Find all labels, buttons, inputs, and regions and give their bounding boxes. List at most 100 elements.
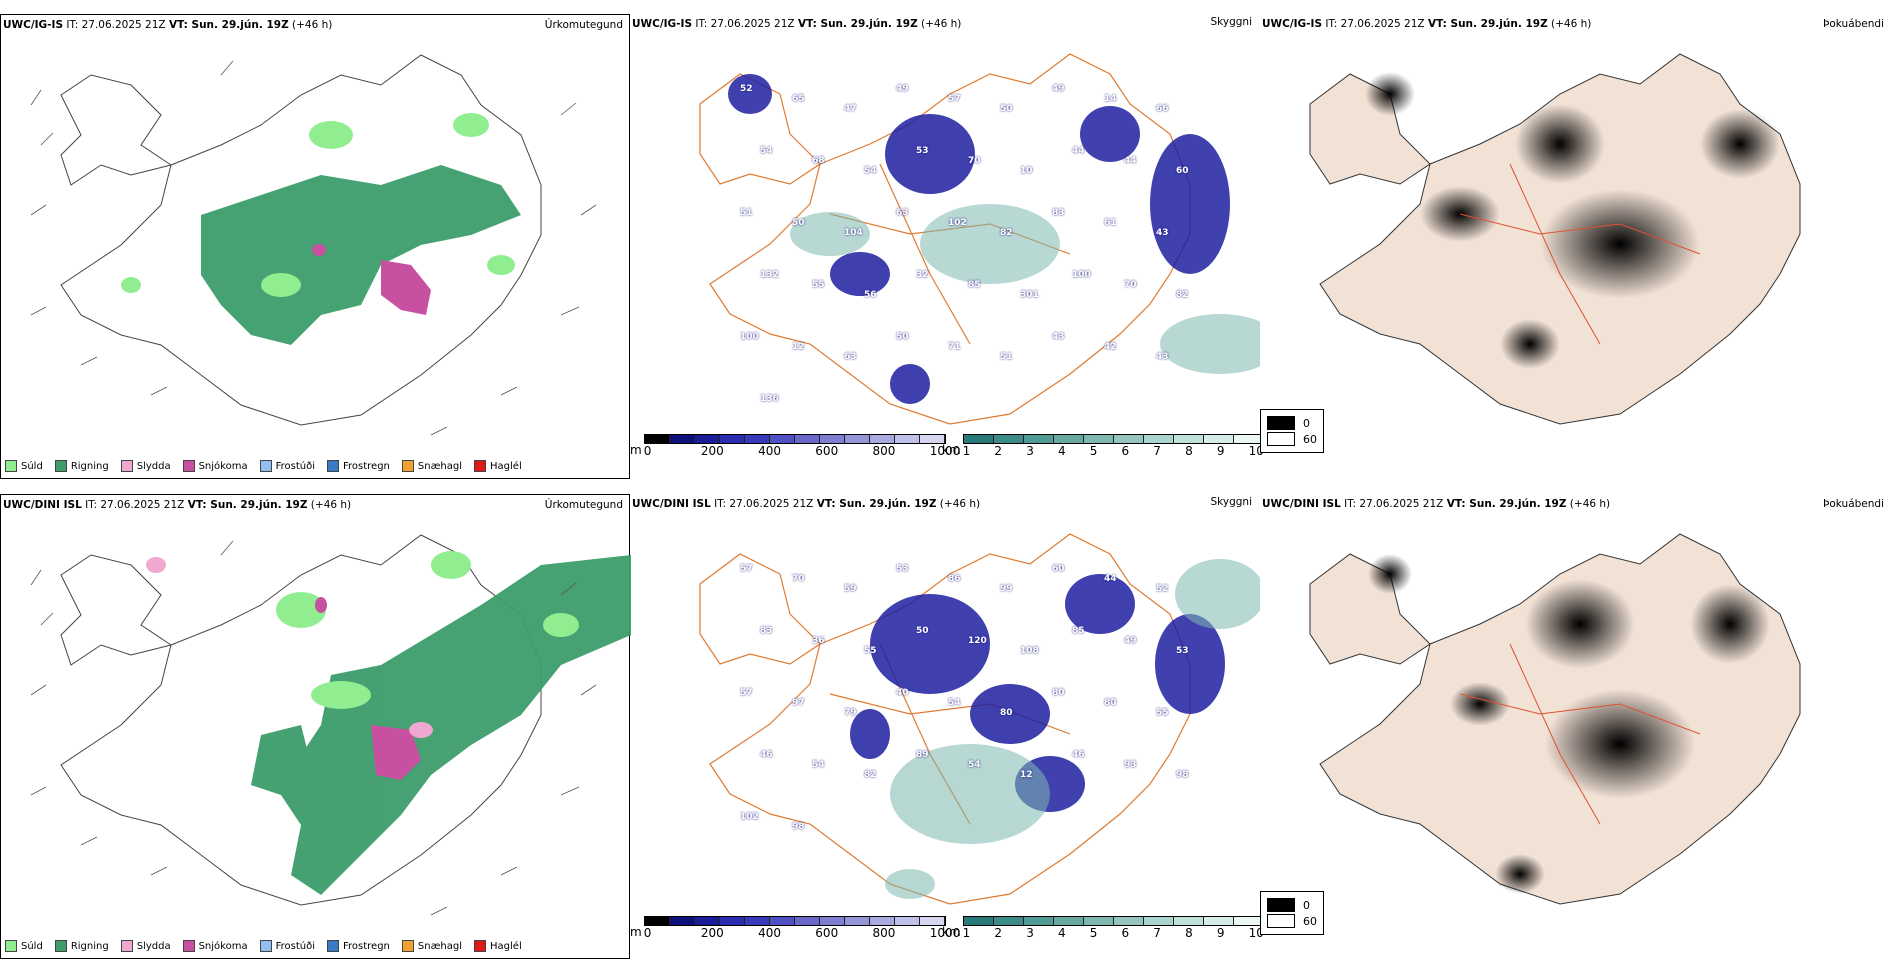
- visibility-value-label: 100: [1072, 270, 1091, 280]
- visibility-title: Skyggni: [1210, 16, 1253, 28]
- colorbar-tick: 5: [1089, 926, 1098, 940]
- colorbar-cell: [919, 435, 945, 443]
- colorbar-tick: 6: [1121, 444, 1130, 458]
- legend-swatch: [5, 460, 17, 472]
- panel-title: UWC/IG-IS IT: 27.06.2025 21Z VT: Sun. 29…: [1262, 18, 1592, 30]
- visibility-value-label: 44: [1104, 574, 1117, 584]
- visibility-value-label: 46: [760, 750, 773, 760]
- colorbar-body: 1 2 3 4 5 6 7 8 9 10: [962, 916, 1265, 940]
- colorbar-cell: [644, 917, 670, 925]
- visibility-panel-igis: UWC/IG-IS IT: 27.06.2025 21Z VT: Sun. 29…: [630, 14, 1265, 479]
- colorbar-cell: [1173, 917, 1204, 925]
- fog-legend-swatch: [1267, 914, 1295, 928]
- colorbar-tick: 3: [1026, 444, 1034, 458]
- legend-swatch: [327, 460, 339, 472]
- colorbar-tick: 0: [643, 926, 652, 940]
- visibility-value-label: 93: [1124, 760, 1137, 770]
- fog-legend: 0 60: [1260, 409, 1324, 453]
- visibility-colorbar: km 1 2 3 4 5 6 7 8 9 10: [942, 434, 1265, 458]
- colorbar-body: 0 200 400 600 800 1000: [643, 916, 960, 940]
- visibility-value-label: 132: [760, 270, 779, 280]
- colorbar-cells: [643, 434, 946, 444]
- visibility-panel-dini: UWC/DINI ISL IT: 27.06.2025 21Z VT: Sun.…: [630, 494, 1265, 959]
- precip-legend: Súld Rigning Slydda Snjókoma Frostúði Frostre…: [5, 940, 522, 952]
- colorbar-tick: 800: [872, 926, 896, 940]
- fog-legend-row: 60: [1267, 914, 1317, 928]
- fog-legend-swatch: [1267, 416, 1295, 430]
- visibility-value-label: 52: [1156, 584, 1169, 594]
- precip-legend-item: Súld: [5, 460, 43, 472]
- legend-swatch: [182, 940, 195, 952]
- panel-title: UWC/DINI ISL IT: 27.06.2025 21Z VT: Sun.…: [1262, 498, 1611, 510]
- legend-label: Slydda: [136, 460, 171, 472]
- legend-label: Snjókoma: [198, 940, 248, 952]
- visibility-value-label: 79: [844, 708, 857, 718]
- legend-label: Súld: [21, 940, 43, 952]
- colorbar-cell: [919, 917, 945, 925]
- visibility-value-label: 57: [740, 564, 753, 574]
- visibility-value-label: 43: [1052, 332, 1065, 342]
- colorbar-cell: [669, 435, 695, 443]
- colorbar-tick: 4: [1057, 444, 1066, 458]
- visibility-labels: 52 65 47 49 57 50 49 14 66 54 68 54 53 70 10 44 44 60 51 50…: [630, 14, 1260, 479]
- visibility-value-label: 104: [844, 228, 863, 238]
- fog-legend-swatch: [1267, 898, 1295, 912]
- visibility-value-label: 54: [812, 760, 825, 770]
- visibility-value-label: 97: [792, 698, 805, 708]
- visibility-value-label: 70: [792, 574, 805, 584]
- precip-legend-item: Slydda: [120, 460, 171, 472]
- legend-label: Frostregn: [343, 940, 390, 952]
- visibility-value-label: 54: [760, 146, 773, 156]
- fog-legend-label: 60: [1303, 914, 1317, 928]
- legend-label: Rigning: [70, 460, 109, 472]
- visibility-value-label: 55: [812, 280, 825, 290]
- visibility-value-label: 86: [948, 574, 961, 584]
- legend-label: Frostúði: [275, 460, 315, 472]
- colorbar-tick: 0: [643, 444, 652, 458]
- legend-label: Snæhagl: [417, 940, 463, 952]
- visibility-value-label: 49: [896, 84, 909, 94]
- visibility-value-label: 61: [1104, 218, 1117, 228]
- visibility-value-label: 56: [864, 290, 877, 300]
- precip-type-panel-dini: UWC/DINI ISL IT: 27.06.2025 21Z VT: Sun.…: [0, 494, 631, 959]
- panel-title: UWC/DINI ISL IT: 27.06.2025 21Z VT: Sun.…: [632, 498, 981, 510]
- colorbar-cell: [1203, 435, 1234, 443]
- legend-swatch: [259, 460, 272, 472]
- fog-index-panel-igis: UWC/IG-IS IT: 27.06.2025 21Z VT: Sun. 29…: [1260, 14, 1890, 479]
- visibility-value-label: 53: [896, 564, 909, 574]
- visibility-value-label: 50: [896, 332, 909, 342]
- legend-swatch: [54, 460, 67, 472]
- colorbar-tick: 1: [962, 444, 971, 458]
- visibility-value-label: 70: [968, 156, 981, 166]
- visibility-value-label: 44: [1124, 156, 1137, 166]
- precip-legend-item: Rigning: [54, 460, 109, 472]
- visibility-value-label: 102: [740, 812, 759, 822]
- colorbar-tick: 8: [1185, 444, 1193, 458]
- visibility-value-label: 57: [740, 688, 753, 698]
- visibility-map-dini: [699, 533, 1260, 905]
- precip-legend-item: Rigning: [54, 940, 109, 952]
- visibility-value-label: 12: [1020, 770, 1033, 780]
- colorbar-cell: [1023, 435, 1054, 443]
- visibility-colorbar: km 1 2 3 4 5 6 7 8 9 10: [942, 916, 1265, 940]
- colorbar-tick: 3: [1026, 926, 1034, 940]
- fog-legend-row: 0: [1267, 416, 1317, 430]
- visibility-value-label: 42: [1104, 342, 1117, 352]
- colorbar-cell: [769, 917, 795, 925]
- precip-legend-item: Frostregn: [327, 940, 390, 952]
- legend-swatch: [474, 940, 487, 952]
- precip-legend: Súld Rigning Slydda Snjókoma Frostúði Frostre…: [5, 460, 522, 472]
- visibility-value-label: 14: [1104, 94, 1117, 104]
- precip-legend-item: Frostúði: [259, 940, 315, 952]
- visibility-value-label: 54: [864, 166, 877, 176]
- colorbar-cell: [794, 435, 820, 443]
- visibility-value-label: 50: [792, 218, 805, 228]
- precip-legend-item: Frostúði: [259, 460, 315, 472]
- colorbar-body: 0 200 400 600 800 1000: [643, 434, 960, 458]
- legend-label: Haglél: [490, 940, 522, 952]
- visibility-value-label: 71: [948, 342, 961, 352]
- visibility-value-label: 49: [1124, 636, 1137, 646]
- visibility-value-label: 63: [844, 352, 857, 362]
- visibility-labels: 57 70 59 53 86 99 60 44 52 83 36 55 50 120 108 85 49 53 57…: [630, 494, 1260, 959]
- precip-legend-item: Súld: [5, 940, 43, 952]
